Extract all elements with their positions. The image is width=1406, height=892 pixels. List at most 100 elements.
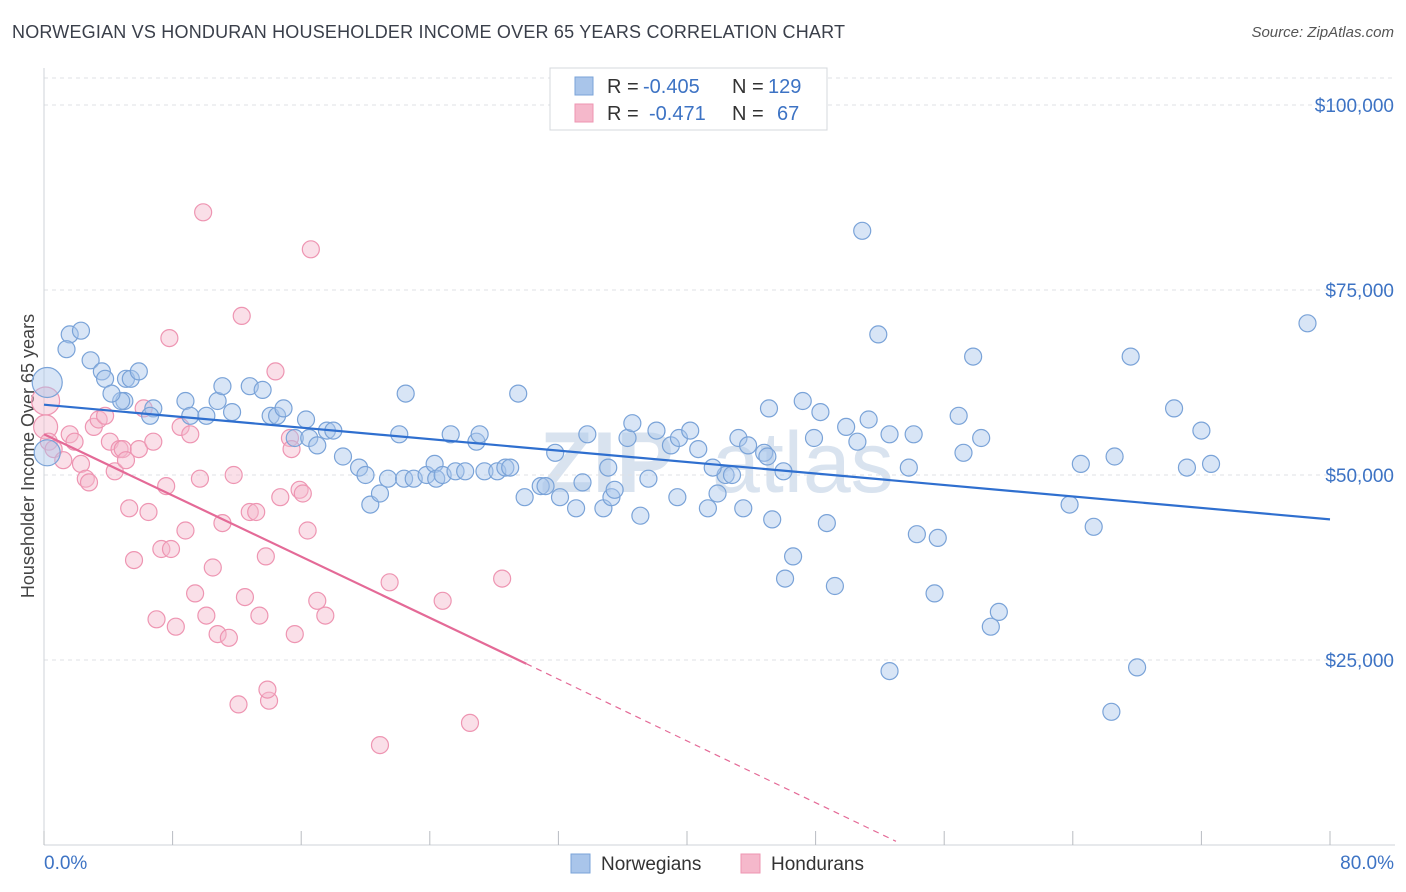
norwegian-point — [349, 458, 369, 477]
norwegian-point — [899, 458, 918, 477]
honduran-point — [54, 451, 73, 470]
norwegian-point — [775, 569, 795, 588]
norwegian-point — [446, 462, 465, 481]
norwegian-point — [981, 617, 1000, 636]
norwegian-point — [1071, 454, 1090, 473]
chart-title: NORWEGIAN VS HONDURAN HOUSEHOLDER INCOME… — [12, 22, 846, 42]
norwegian-point — [907, 525, 926, 544]
norwegian-point — [546, 443, 565, 462]
norwegian-point — [515, 488, 534, 507]
legend-bottom: Norwegians Hondurans — [570, 853, 864, 875]
honduran-point — [129, 440, 148, 459]
honduran-point — [152, 539, 171, 559]
norwegian-point — [763, 510, 782, 529]
norwegian-point — [81, 351, 100, 370]
norwegian-point — [33, 439, 61, 467]
honduran-point — [139, 502, 158, 522]
norwegian-point — [928, 528, 947, 548]
legend-r-value-hondurans: -0.471 — [649, 103, 706, 125]
norwegian-point — [880, 661, 899, 681]
norwegian-point — [837, 417, 856, 436]
norwegian-point — [501, 458, 520, 477]
norwegian-point — [566, 499, 586, 518]
norwegian-point — [550, 488, 570, 507]
norwegian-point — [1060, 495, 1079, 514]
honduran-point — [301, 240, 320, 259]
norwegian-point — [267, 406, 287, 425]
norwegian-point — [57, 340, 76, 359]
norwegian-point — [1127, 658, 1147, 677]
norwegian-point — [496, 458, 515, 477]
norwegian-point — [390, 425, 409, 444]
honduran-point — [161, 539, 181, 559]
norwegian-point — [60, 325, 79, 344]
honduran-point — [316, 606, 335, 625]
honduran-point — [160, 329, 179, 348]
norwegian-point — [759, 399, 779, 418]
honduran-point — [232, 306, 251, 325]
legend-n-value-norwegians: 129 — [768, 76, 801, 98]
bottom-legend-swatch-hondurans — [740, 853, 761, 874]
honduran-point — [144, 432, 163, 451]
norwegian-point — [470, 425, 489, 444]
honduran-point — [493, 569, 512, 588]
honduran-point — [235, 587, 255, 607]
norwegian-point — [181, 406, 200, 425]
norwegian-point — [954, 443, 973, 462]
legend-swatch-hondurans — [574, 103, 594, 123]
norwegian-point — [738, 436, 758, 455]
norwegian-point — [213, 377, 232, 396]
norwegian-point — [681, 421, 700, 440]
norwegian-point — [783, 547, 803, 566]
norwegian-point — [1201, 454, 1221, 473]
norwegian-point — [904, 425, 923, 444]
norwegian-point — [296, 410, 316, 429]
norwegian-point — [441, 425, 460, 444]
norwegian-point — [456, 462, 475, 481]
norwegian-point — [102, 384, 121, 403]
norwegian-point — [573, 473, 592, 492]
norwegian-point — [722, 465, 742, 485]
honduran-point — [33, 414, 59, 440]
norwegian-point — [804, 428, 824, 448]
honduran-point — [181, 425, 200, 444]
honduran-point — [285, 624, 304, 644]
norwegian-point — [333, 447, 353, 466]
norwegian-point — [949, 406, 968, 425]
norwegian-point — [370, 484, 390, 503]
norwegian-point — [1105, 447, 1124, 466]
norwegian-point — [1177, 458, 1197, 477]
norwegian-point — [623, 414, 642, 433]
honduran-point — [282, 440, 301, 459]
series-norwegians — [31, 221, 1317, 721]
honduran-point — [166, 617, 185, 636]
honduran-point — [208, 624, 227, 644]
x-tick-label-max: 80.0% — [1340, 853, 1394, 874]
norwegian-point — [758, 447, 777, 466]
norwegian-point — [536, 477, 555, 496]
norwegian-point — [253, 380, 272, 399]
honduran-point — [194, 203, 213, 222]
norwegian-point — [708, 484, 727, 503]
honduran-point — [247, 502, 266, 522]
norwegian-point — [793, 391, 812, 411]
honduran-point — [186, 584, 205, 603]
norwegian-point — [668, 488, 687, 507]
legend-r-label-hondurans: R = — [607, 103, 639, 125]
norwegian-point — [631, 506, 650, 525]
watermark-zip: ZIP — [540, 415, 674, 511]
norwegian-point — [811, 403, 830, 422]
norwegian-point — [1298, 314, 1317, 333]
source-label: Source: ZipAtlas.com — [1251, 24, 1394, 41]
bottom-legend-label-norwegians: Norwegians — [601, 854, 701, 875]
norwegian-point — [1102, 702, 1121, 721]
honduran-point — [250, 606, 269, 625]
honduran-point — [240, 502, 259, 522]
norwegian-point — [639, 469, 658, 488]
norwegian-point — [509, 384, 528, 403]
norwegian-point — [817, 513, 836, 533]
norwegian-point — [925, 584, 944, 603]
trend-line-norwegians — [43, 403, 1331, 521]
y-tick-label-75000: $75,000 — [1325, 281, 1394, 302]
norwegian-point — [274, 399, 293, 418]
